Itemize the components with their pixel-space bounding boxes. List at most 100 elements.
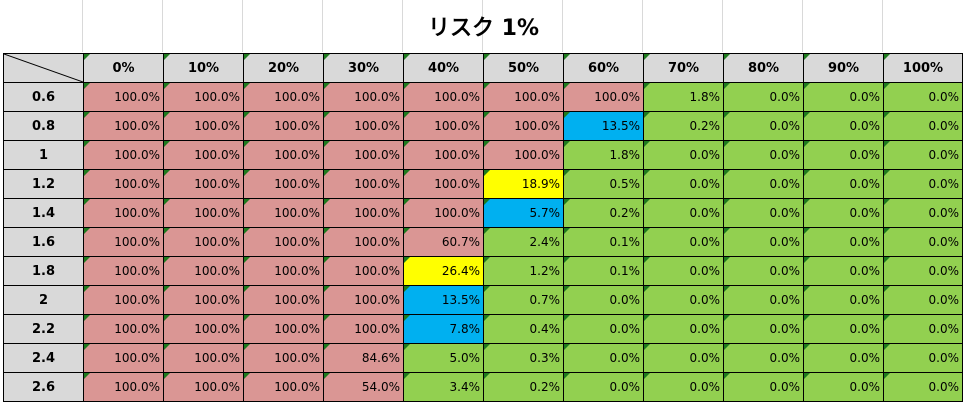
column-header[interactable]: 100% [883, 53, 963, 83]
table-cell[interactable]: 100.0% [243, 285, 324, 315]
table-cell[interactable]: 0.5% [563, 169, 644, 199]
table-cell[interactable]: 0.0% [883, 82, 963, 112]
table-cell[interactable]: 1.2% [483, 256, 564, 286]
table-cell[interactable]: 100.0% [163, 285, 244, 315]
row-header[interactable]: 0.6 [3, 82, 84, 112]
table-cell[interactable]: 100.0% [243, 372, 324, 402]
table-cell[interactable]: 0.2% [483, 372, 564, 402]
table-cell[interactable]: 0.0% [563, 343, 644, 373]
table-cell[interactable]: 100.0% [163, 198, 244, 228]
table-cell[interactable]: 100.0% [403, 111, 484, 141]
table-cell[interactable]: 100.0% [83, 372, 164, 402]
table-cell[interactable]: 0.0% [883, 372, 963, 402]
column-header[interactable]: 10% [163, 53, 244, 83]
table-cell[interactable]: 0.7% [483, 285, 564, 315]
table-cell[interactable]: 0.0% [883, 285, 963, 315]
table-cell[interactable]: 0.0% [883, 227, 963, 257]
row-header[interactable]: 1.2 [3, 169, 84, 199]
table-cell[interactable]: 100.0% [243, 169, 324, 199]
table-cell[interactable]: 0.0% [803, 82, 884, 112]
table-cell[interactable]: 0.0% [643, 169, 724, 199]
table-cell[interactable]: 100.0% [483, 111, 564, 141]
table-cell[interactable]: 0.4% [483, 314, 564, 344]
table-cell[interactable]: 100.0% [83, 314, 164, 344]
table-cell[interactable]: 100.0% [163, 227, 244, 257]
table-cell[interactable]: 100.0% [323, 82, 404, 112]
table-cell[interactable]: 1.8% [563, 140, 644, 170]
table-cell[interactable]: 1.8% [643, 82, 724, 112]
table-cell[interactable]: 0.0% [723, 372, 804, 402]
table-cell[interactable]: 0.0% [723, 285, 804, 315]
table-cell[interactable]: 84.6% [323, 343, 404, 373]
table-cell[interactable]: 100.0% [323, 256, 404, 286]
table-cell[interactable]: 0.0% [803, 140, 884, 170]
table-cell[interactable]: 0.0% [643, 256, 724, 286]
table-cell[interactable]: 18.9% [483, 169, 564, 199]
column-header[interactable]: 30% [323, 53, 404, 83]
table-cell[interactable]: 100.0% [83, 111, 164, 141]
table-cell[interactable]: 100.0% [403, 169, 484, 199]
table-cell[interactable]: 100.0% [243, 343, 324, 373]
table-cell[interactable]: 0.0% [803, 198, 884, 228]
table-cell[interactable]: 100.0% [243, 198, 324, 228]
table-cell[interactable]: 100.0% [83, 285, 164, 315]
table-cell[interactable]: 13.5% [403, 285, 484, 315]
row-header[interactable]: 1.4 [3, 198, 84, 228]
table-cell[interactable]: 100.0% [163, 82, 244, 112]
row-header[interactable]: 0.8 [3, 111, 84, 141]
row-header[interactable]: 1.8 [3, 256, 84, 286]
table-cell[interactable]: 100.0% [243, 256, 324, 286]
table-cell[interactable]: 54.0% [323, 372, 404, 402]
table-cell[interactable]: 100.0% [403, 198, 484, 228]
table-cell[interactable]: 100.0% [163, 343, 244, 373]
table-cell[interactable]: 100.0% [323, 111, 404, 141]
table-cell[interactable]: 0.0% [643, 140, 724, 170]
table-cell[interactable]: 100.0% [563, 82, 644, 112]
table-cell[interactable]: 100.0% [83, 140, 164, 170]
table-cell[interactable]: 13.5% [563, 111, 644, 141]
table-cell[interactable]: 0.0% [643, 343, 724, 373]
row-header[interactable]: 2.4 [3, 343, 84, 373]
column-header[interactable]: 60% [563, 53, 644, 83]
table-cell[interactable]: 100.0% [163, 372, 244, 402]
sheet-title[interactable]: リスク 1% [427, 16, 539, 41]
table-cell[interactable]: 5.7% [483, 198, 564, 228]
table-cell[interactable]: 0.0% [803, 314, 884, 344]
row-header[interactable]: 2.6 [3, 372, 84, 402]
table-cell[interactable]: 0.0% [643, 198, 724, 228]
table-cell[interactable]: 100.0% [163, 140, 244, 170]
table-cell[interactable]: 100.0% [83, 82, 164, 112]
table-cell[interactable]: 100.0% [83, 169, 164, 199]
table-cell[interactable]: 100.0% [483, 82, 564, 112]
table-cell[interactable]: 0.0% [643, 227, 724, 257]
column-header[interactable]: 40% [403, 53, 484, 83]
table-cell[interactable]: 0.0% [883, 198, 963, 228]
corner-cell[interactable] [3, 53, 84, 83]
row-header[interactable]: 2 [3, 285, 84, 315]
row-header[interactable]: 1.6 [3, 227, 84, 257]
table-cell[interactable]: 100.0% [483, 140, 564, 170]
column-header[interactable]: 90% [803, 53, 884, 83]
column-header[interactable]: 80% [723, 53, 804, 83]
table-cell[interactable]: 0.1% [563, 256, 644, 286]
table-cell[interactable]: 100.0% [323, 285, 404, 315]
table-cell[interactable]: 100.0% [163, 314, 244, 344]
row-header[interactable]: 1 [3, 140, 84, 170]
table-cell[interactable]: 0.0% [723, 82, 804, 112]
table-cell[interactable]: 0.0% [803, 285, 884, 315]
table-cell[interactable]: 0.0% [723, 111, 804, 141]
table-cell[interactable]: 0.1% [563, 227, 644, 257]
table-cell[interactable]: 100.0% [243, 111, 324, 141]
table-cell[interactable]: 0.0% [563, 314, 644, 344]
table-cell[interactable]: 0.0% [883, 140, 963, 170]
table-cell[interactable]: 100.0% [323, 314, 404, 344]
table-cell[interactable]: 100.0% [323, 140, 404, 170]
table-cell[interactable]: 100.0% [163, 256, 244, 286]
table-cell[interactable]: 0.0% [883, 111, 963, 141]
table-cell[interactable]: 100.0% [83, 343, 164, 373]
table-cell[interactable]: 60.7% [403, 227, 484, 257]
table-cell[interactable]: 100.0% [243, 82, 324, 112]
table-cell[interactable]: 0.0% [723, 256, 804, 286]
column-header[interactable]: 70% [643, 53, 724, 83]
table-cell[interactable]: 0.0% [883, 256, 963, 286]
